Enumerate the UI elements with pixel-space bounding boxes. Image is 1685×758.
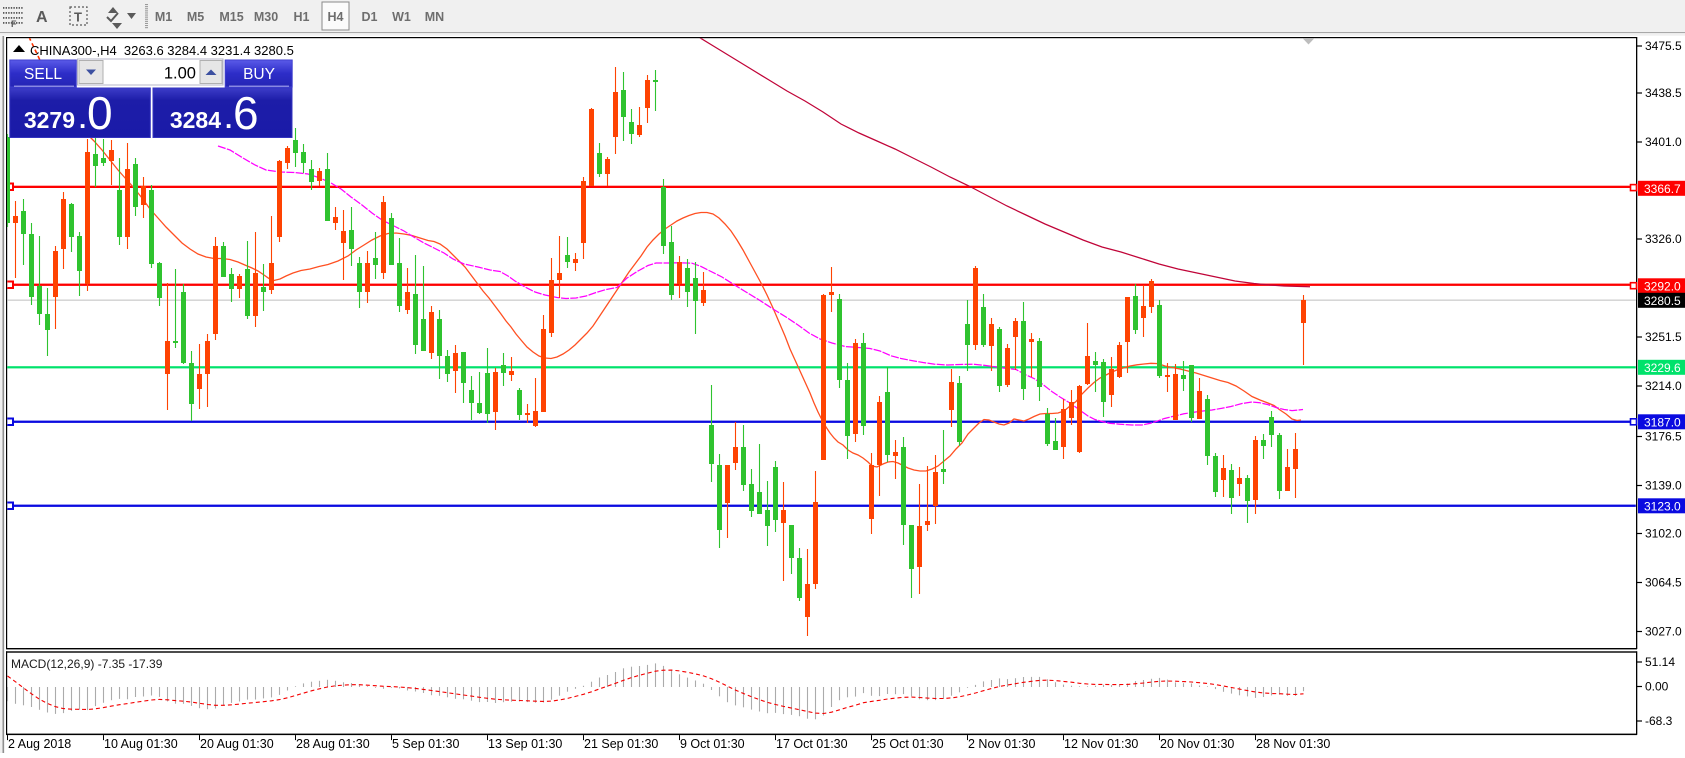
svg-text:1.00: 1.00 bbox=[164, 65, 196, 83]
svg-text:3401.0: 3401.0 bbox=[1645, 135, 1682, 149]
svg-text:3284: 3284 bbox=[170, 107, 221, 133]
svg-text:21 Sep 01:30: 21 Sep 01:30 bbox=[584, 737, 658, 751]
svg-text:3123.0: 3123.0 bbox=[1644, 499, 1681, 513]
svg-text:3187.0: 3187.0 bbox=[1644, 415, 1681, 429]
svg-text:A: A bbox=[36, 9, 48, 26]
svg-text:10 Aug 01:30: 10 Aug 01:30 bbox=[104, 737, 178, 751]
svg-text:13 Sep 01:30: 13 Sep 01:30 bbox=[488, 737, 562, 751]
svg-text:SELL: SELL bbox=[24, 66, 62, 83]
svg-text:F: F bbox=[11, 19, 17, 29]
svg-text:3229.6: 3229.6 bbox=[1644, 361, 1681, 375]
svg-text:H4: H4 bbox=[328, 10, 344, 24]
svg-text:3064.5: 3064.5 bbox=[1645, 576, 1682, 590]
svg-text:3102.0: 3102.0 bbox=[1645, 527, 1682, 541]
svg-text:.: . bbox=[225, 104, 232, 134]
svg-text:3326.0: 3326.0 bbox=[1645, 232, 1682, 246]
svg-text:BUY: BUY bbox=[243, 66, 275, 83]
svg-text:H1: H1 bbox=[294, 10, 310, 24]
svg-text:3139.0: 3139.0 bbox=[1645, 479, 1682, 493]
svg-text:CHINA300-,H4 3263.6 3284.4 32: CHINA300-,H4 3263.6 3284.4 3231.4 3280.5 bbox=[30, 43, 294, 58]
svg-text:3176.5: 3176.5 bbox=[1645, 430, 1682, 444]
svg-text:9 Oct 01:30: 9 Oct 01:30 bbox=[680, 737, 745, 751]
svg-text:20 Aug 01:30: 20 Aug 01:30 bbox=[200, 737, 274, 751]
svg-text:3251.5: 3251.5 bbox=[1645, 330, 1682, 344]
svg-text:51.14: 51.14 bbox=[1645, 655, 1675, 669]
svg-text:3280.5: 3280.5 bbox=[1644, 294, 1681, 308]
svg-text:3214.0: 3214.0 bbox=[1645, 379, 1682, 393]
svg-text:2 Nov 01:30: 2 Nov 01:30 bbox=[968, 737, 1035, 751]
svg-text:-68.3: -68.3 bbox=[1645, 714, 1673, 728]
svg-text:2 Aug 2018: 2 Aug 2018 bbox=[8, 737, 71, 751]
svg-text:3292.0: 3292.0 bbox=[1644, 279, 1681, 293]
svg-text:0: 0 bbox=[87, 87, 113, 139]
svg-text:MN: MN bbox=[425, 10, 444, 24]
svg-text:12 Nov 01:30: 12 Nov 01:30 bbox=[1064, 737, 1138, 751]
svg-text:M15: M15 bbox=[219, 10, 243, 24]
svg-text:25 Oct 01:30: 25 Oct 01:30 bbox=[872, 737, 944, 751]
svg-text:17 Oct 01:30: 17 Oct 01:30 bbox=[776, 737, 848, 751]
svg-text:20 Nov 01:30: 20 Nov 01:30 bbox=[1160, 737, 1234, 751]
svg-text:3366.7: 3366.7 bbox=[1644, 182, 1681, 196]
svg-text:M5: M5 bbox=[187, 10, 204, 24]
svg-text:W1: W1 bbox=[392, 10, 411, 24]
svg-text:M30: M30 bbox=[254, 10, 278, 24]
svg-text:3438.5: 3438.5 bbox=[1645, 86, 1682, 100]
svg-text:D1: D1 bbox=[362, 10, 378, 24]
svg-text:28 Nov 01:30: 28 Nov 01:30 bbox=[1256, 737, 1330, 751]
svg-text:M1: M1 bbox=[155, 10, 172, 24]
svg-text:T: T bbox=[74, 10, 82, 25]
svg-text:5 Sep 01:30: 5 Sep 01:30 bbox=[392, 737, 459, 751]
svg-text:MACD(12,26,9) -7.35 -17.39: MACD(12,26,9) -7.35 -17.39 bbox=[11, 657, 163, 671]
svg-text:3475.5: 3475.5 bbox=[1645, 39, 1682, 53]
svg-text:3279: 3279 bbox=[24, 107, 75, 133]
svg-text:28 Aug 01:30: 28 Aug 01:30 bbox=[296, 737, 370, 751]
svg-text:6: 6 bbox=[233, 87, 259, 139]
svg-text:.: . bbox=[79, 104, 86, 134]
svg-text:3027.0: 3027.0 bbox=[1645, 625, 1682, 639]
svg-text:0.00: 0.00 bbox=[1645, 680, 1669, 694]
